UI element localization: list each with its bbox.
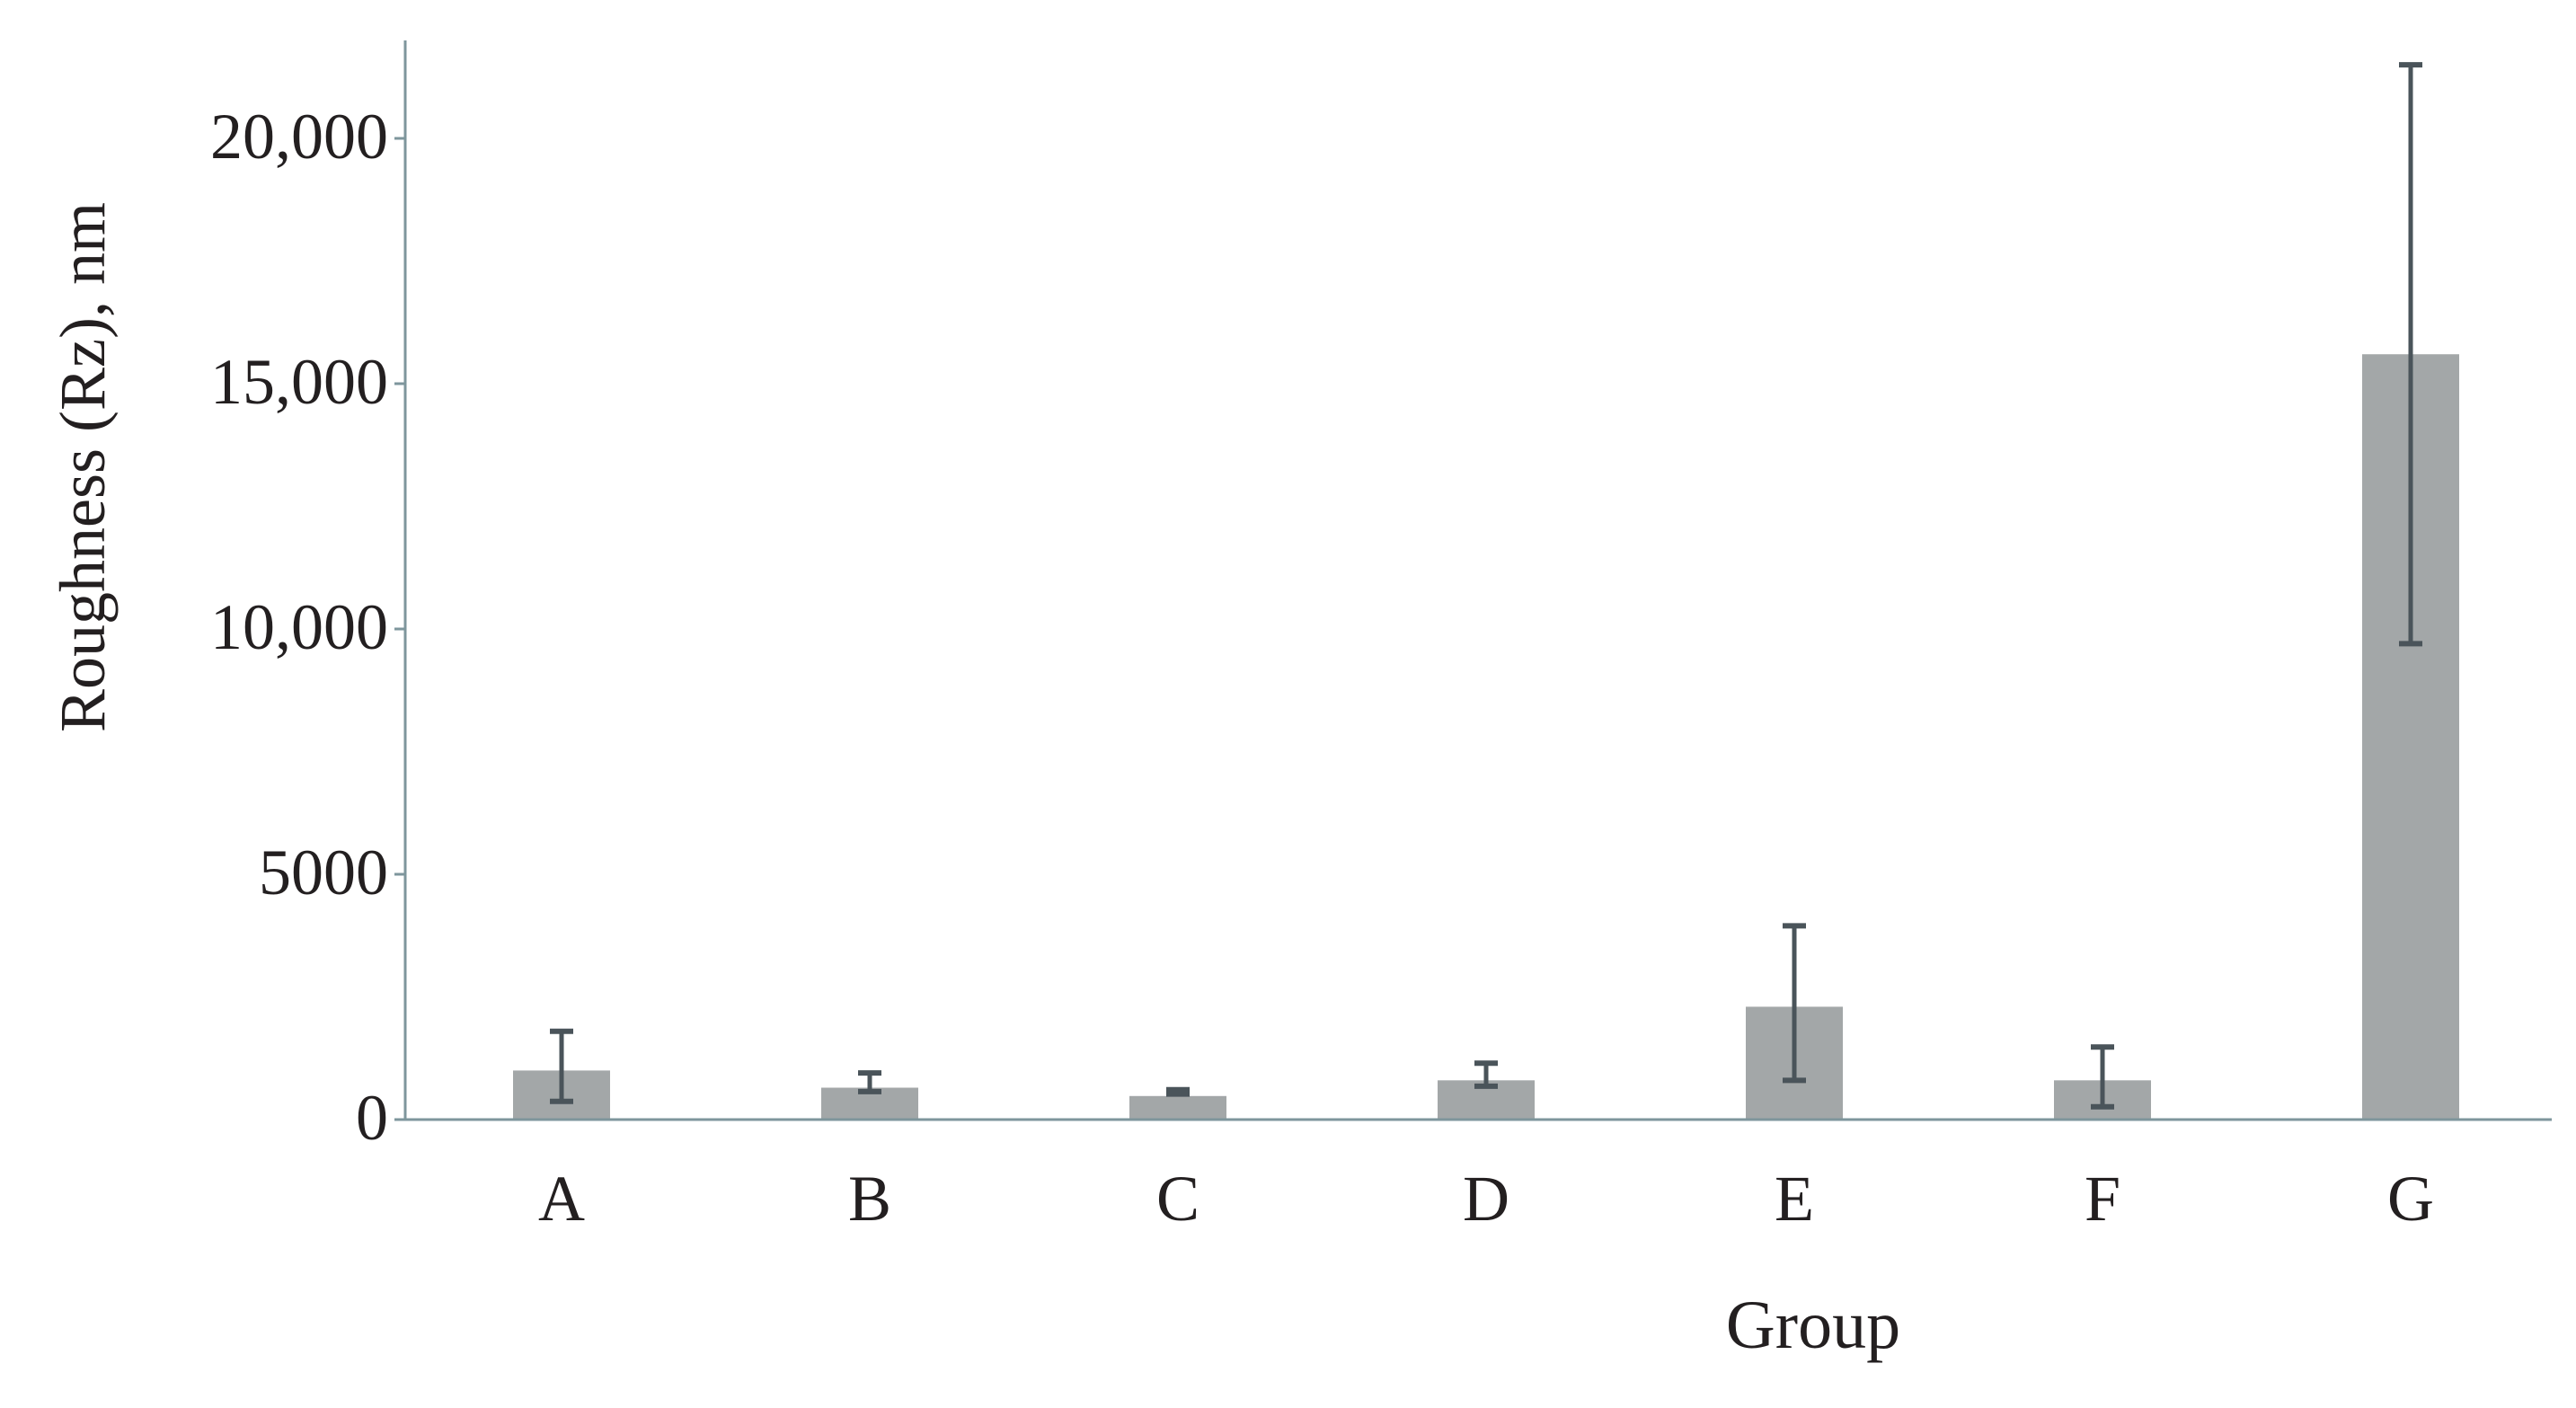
x-tick-label-d: D: [1463, 1163, 1509, 1235]
error-bar-a: [550, 1028, 573, 1104]
error-bar-e: [1783, 923, 1806, 1084]
y-tick-label: 5000: [259, 837, 388, 908]
error-bar-d: [1474, 1060, 1498, 1089]
axes-layer: [403, 40, 2552, 1121]
error-bars-layer: [550, 62, 2422, 1110]
y-ticks-layer: 0 5000 10,000 15,000 20,000: [210, 101, 405, 1154]
y-tick-label: 20,000: [210, 101, 388, 173]
x-tick-label-e: E: [1775, 1163, 1814, 1235]
y-tick-label: 0: [356, 1082, 388, 1154]
error-bar-g: [2399, 62, 2422, 647]
y-tick-label: 10,000: [210, 591, 388, 663]
y-axis-title: Roughness (Rz), nm: [47, 202, 119, 732]
x-tick-label-f: F: [2085, 1163, 2120, 1235]
y-tick-label: 15,000: [210, 346, 388, 418]
x-tick-label-g: G: [2387, 1163, 2434, 1235]
error-bar-f: [2091, 1044, 2114, 1110]
bar-c: [1129, 1095, 1226, 1120]
error-bar-b: [858, 1070, 881, 1094]
error-bar-c: [1166, 1086, 1190, 1097]
x-tick-label-b: B: [848, 1163, 891, 1235]
x-axis-title: Group: [1726, 1288, 1900, 1363]
x-tick-label-c: C: [1156, 1163, 1199, 1235]
bars-layer: [513, 354, 2459, 1120]
x-tick-label-a: A: [538, 1163, 585, 1235]
x-category-labels: A B C D E F G: [538, 1163, 2434, 1235]
